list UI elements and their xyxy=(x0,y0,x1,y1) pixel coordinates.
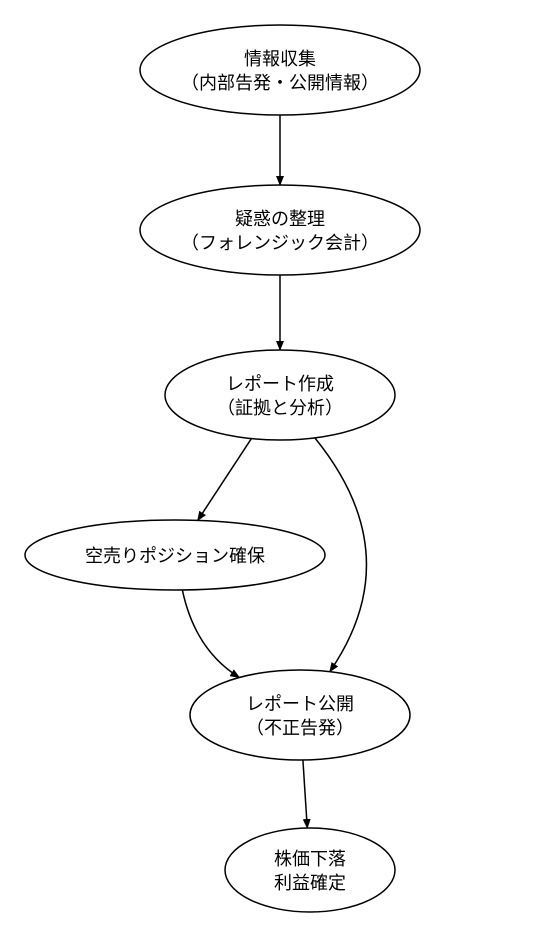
node-label-line2: （不正告発） xyxy=(246,718,354,738)
node-n2: 疑惑の整理 （フォレンジック会計） xyxy=(140,185,420,275)
node-label-line1: 情報収集 xyxy=(244,49,316,69)
node-ellipse xyxy=(140,25,420,115)
node-label-line1: 空売りポジション確保 xyxy=(85,546,265,566)
node-ellipse xyxy=(140,185,420,275)
node-label-line2: 利益確定 xyxy=(274,873,346,893)
node-label-line1: 疑惑の整理 xyxy=(235,209,325,229)
node-ellipse xyxy=(165,350,395,440)
edge-n3-n4 xyxy=(198,439,252,521)
node-n4: 空売りポジション確保 xyxy=(25,520,325,590)
node-n1: 情報収集 （内部告発・公開情報） xyxy=(140,25,420,115)
node-ellipse xyxy=(225,828,395,912)
node-n6: 株価下落利益確定 xyxy=(225,828,395,912)
node-label-line2: （証拠と分析） xyxy=(217,398,343,418)
node-ellipse xyxy=(190,670,410,760)
edge-n4-n5 xyxy=(182,590,239,677)
node-label-line1: レポート公開 xyxy=(246,694,354,714)
node-n5: レポート公開 （不正告発） xyxy=(190,670,410,760)
node-label-line2: （内部告発・公開情報） xyxy=(181,73,379,93)
node-label-line1: 株価下落 xyxy=(274,849,346,869)
node-label-line1: レポート作成 xyxy=(226,374,334,394)
node-label-line2: （フォレンジック会計） xyxy=(181,233,379,253)
flowchart-canvas: 情報収集 （内部告発・公開情報） 疑惑の整理 （フォレンジック会計） レポート作成 （証拠… xyxy=(0,0,560,944)
nodes-layer: 情報収集 （内部告発・公開情報） 疑惑の整理 （フォレンジック会計） レポート作成 （証拠… xyxy=(25,25,420,912)
node-n3: レポート作成 （証拠と分析） xyxy=(165,350,395,440)
edge-n5-n6 xyxy=(303,760,307,828)
